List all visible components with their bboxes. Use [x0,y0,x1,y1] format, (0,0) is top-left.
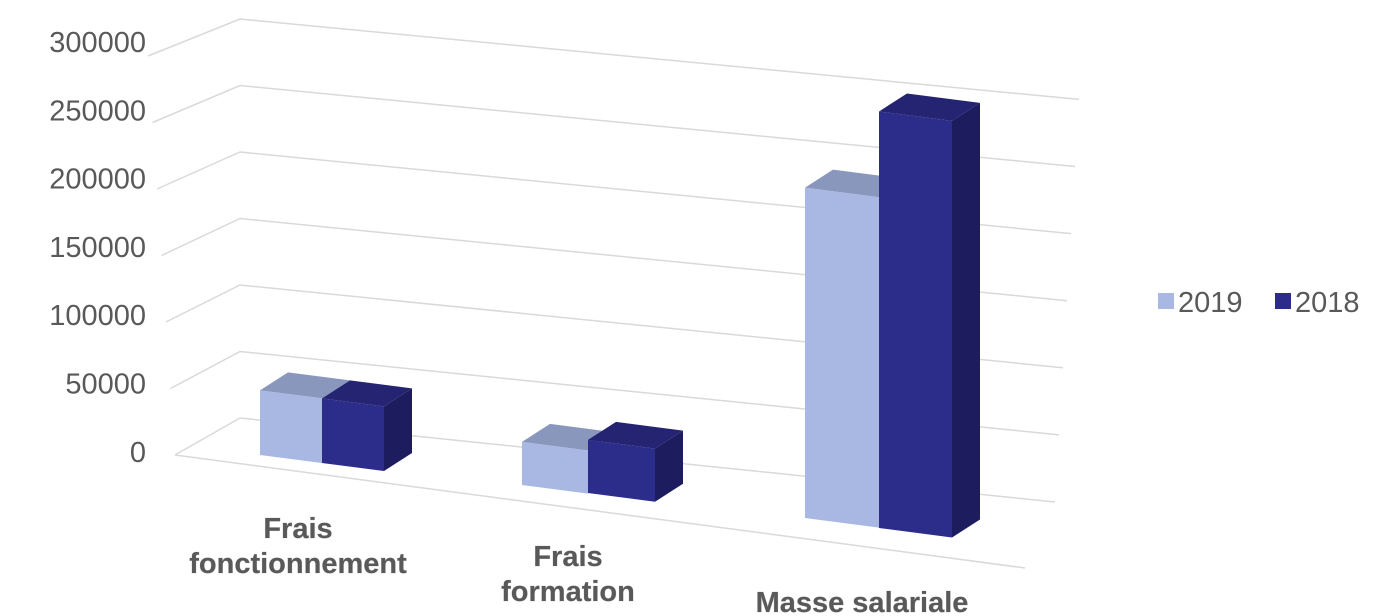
bar-front-face [588,439,655,502]
category-labels: Frais fonctionnement Frais formation Masse s… [189,513,969,616]
legend: 2019 2018 [1158,287,1360,319]
bar-top-face [879,93,980,121]
bar-top-face [588,421,683,449]
legend-item: 2019 [1158,287,1243,319]
y-axis-tick-labels: 300000 250000 200000 150000 100000 50000 0 [49,27,146,469]
grid-line [152,84,1076,168]
bar-front-face [522,441,588,494]
bar-2018-2 [879,93,980,538]
bar-top-face [260,372,350,399]
category-label-line: Masse salariale [756,587,969,616]
bar-2018-1 [588,421,683,502]
bar-front-face [260,390,322,464]
y-tick-label: 300000 [49,27,146,59]
grid-line [170,350,1060,436]
y-tick-label: 100000 [49,300,146,332]
grid-line [156,151,1072,235]
legend-item: 2018 [1275,287,1360,319]
legend-label: 2018 [1295,287,1360,319]
category-label: Frais formation [501,541,635,608]
bar-side-face [655,430,683,502]
category-label-line: fonctionnement [189,548,407,580]
category-label-line: formation [501,576,635,608]
y-tick-label: 50000 [65,369,146,401]
bar-2018-0 [322,380,412,472]
y-tick-label: 250000 [49,95,146,127]
category-label: Frais fonctionnement [189,513,407,580]
legend-label: 2019 [1178,287,1243,319]
grid-line [165,284,1064,369]
y-tick-label: 0 [130,437,146,469]
bar-2019-0 [260,372,350,464]
bars [260,93,980,538]
legend-swatch [1275,293,1291,309]
bar-side-face [384,388,412,472]
bar-side-face [952,102,980,538]
y-tick-label: 150000 [49,232,146,264]
grid-line [161,217,1068,302]
grid-line [174,417,1056,503]
grid-lines [147,18,1080,569]
grid-line [147,18,1080,101]
bar-front-face [805,187,879,528]
category-label-line: Frais [263,513,332,545]
y-tick-label: 200000 [49,164,146,196]
bar-front-face [879,111,952,538]
legend-swatch [1158,293,1174,309]
category-label-line: Frais [533,541,602,573]
category-label: Masse salariale [756,587,969,616]
bar-top-face [322,380,412,407]
floor-front-edge [174,454,1026,569]
bar-front-face [322,398,384,472]
